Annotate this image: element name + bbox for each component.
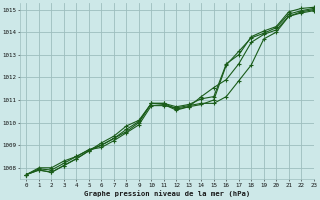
X-axis label: Graphe pression niveau de la mer (hPa): Graphe pression niveau de la mer (hPa) bbox=[84, 190, 250, 197]
